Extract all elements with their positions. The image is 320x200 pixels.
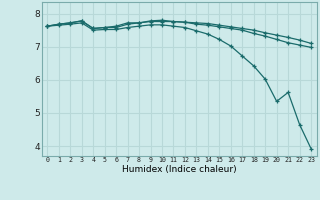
X-axis label: Humidex (Indice chaleur): Humidex (Indice chaleur) bbox=[122, 165, 236, 174]
